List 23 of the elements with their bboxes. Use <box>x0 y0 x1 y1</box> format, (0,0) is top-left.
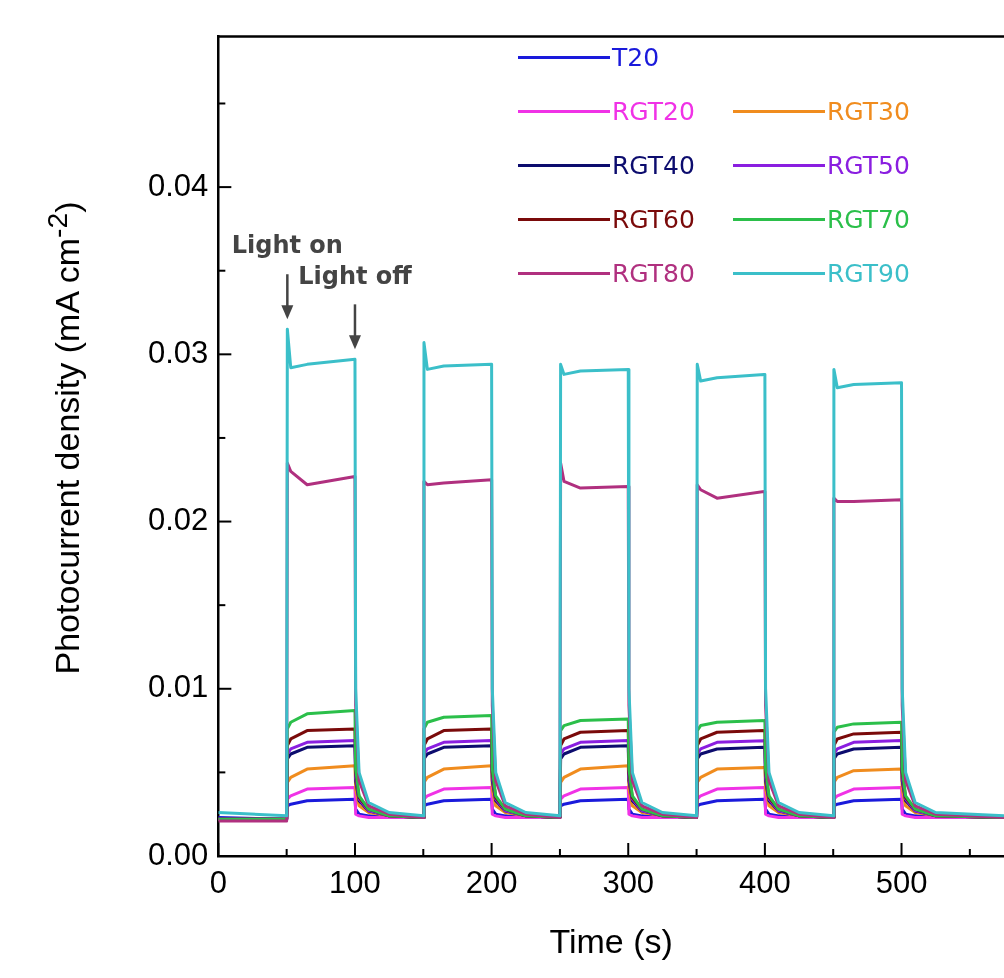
x-tick-label: 300 <box>602 865 655 901</box>
y-tick-label: 0.00 <box>147 836 209 872</box>
y-tick-label: 0.03 <box>147 334 209 370</box>
legend-label: RGT70 <box>827 204 910 234</box>
legend-label: RGT90 <box>827 258 910 288</box>
legend-label: RGT40 <box>612 150 695 180</box>
x-tick-label: 200 <box>465 865 518 901</box>
x-axis-title: Time (s) <box>549 921 673 960</box>
x-tick-label: 500 <box>875 865 928 901</box>
y-tick-label: 0.04 <box>147 167 209 203</box>
x-tick-label: 100 <box>329 865 381 901</box>
legend-label: RGT60 <box>612 204 695 234</box>
legend-label: T20 <box>612 42 660 72</box>
legend-label: RGT30 <box>827 96 910 126</box>
annotation: Light off <box>298 261 413 290</box>
legend-label: RGT20 <box>612 96 695 126</box>
y-tick-label: 0.01 <box>147 669 209 705</box>
legend-label: RGT80 <box>612 258 695 288</box>
annotation: Light on <box>231 231 343 260</box>
x-tick-label: 400 <box>739 865 791 901</box>
y-tick-label: 0.02 <box>147 502 209 538</box>
x-tick-label: 0 <box>209 865 227 901</box>
legend-label: RGT50 <box>827 150 910 180</box>
